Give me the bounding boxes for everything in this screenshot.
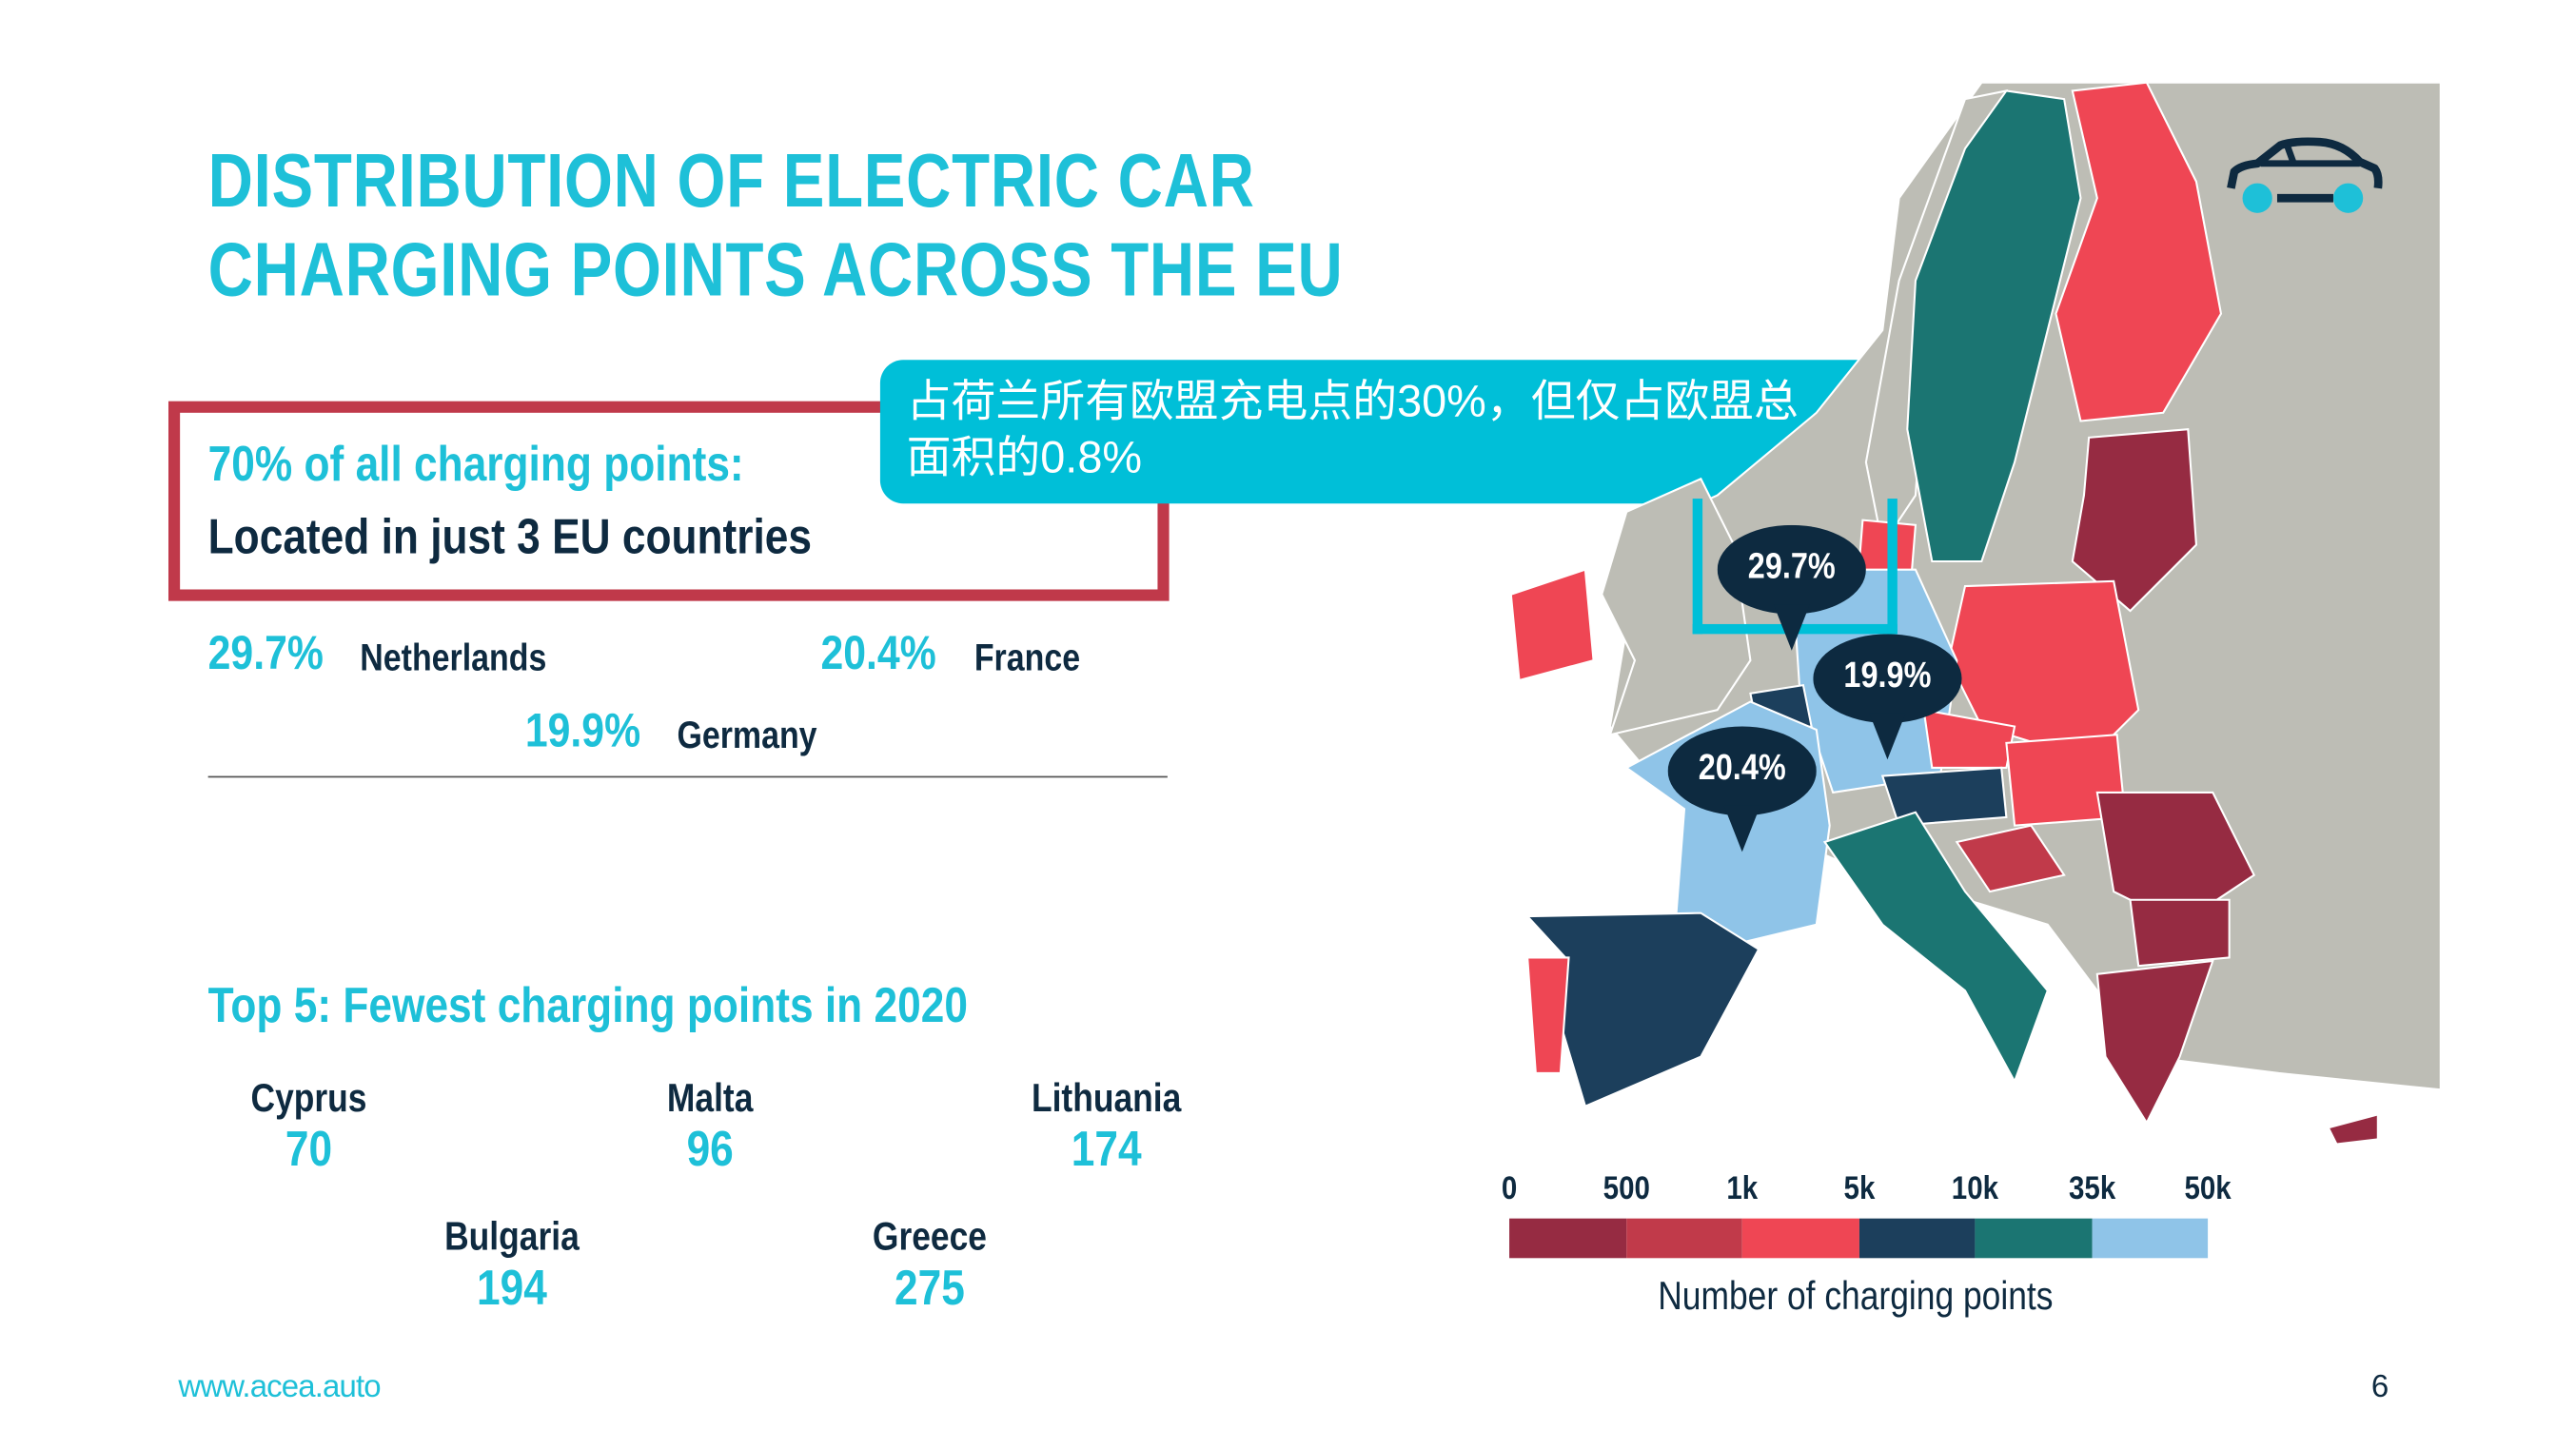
stat-pct-netherlands: 29.7% [207,627,324,680]
legend-tick: 10k [1951,1170,1999,1207]
country-ireland [1509,568,1595,682]
map-pin-label: 20.4% [1698,746,1786,788]
legend-tick: 50k [2184,1170,2232,1207]
fewest-country: Greece [872,1215,988,1261]
fewest-heading: Top 5: Fewest charging points in 2020 [207,979,968,1034]
legend-tick: 500 [1602,1170,1650,1207]
fewest-value: 275 [895,1261,965,1317]
fewest-country: Cyprus [250,1076,367,1122]
fewest-country: Bulgaria [444,1215,580,1261]
callout-box: 占荷兰所有欧盟充电点的30%，但仅占欧盟总 面积的0.8% [879,360,1899,504]
legend-tick: 5k [1842,1170,1875,1207]
legend-swatch [1858,1218,1976,1259]
legend-swatch [1625,1218,1742,1259]
car-icon [2227,137,2383,213]
fewest-item-cyprus: Cyprus 70 [209,1076,407,1179]
legend-title: Number of charging points [1658,1274,2054,1320]
legend-swatch [1509,1218,1626,1259]
fewest-country: Malta [666,1076,754,1122]
divider [207,775,1168,778]
fewest-item-malta: Malta 96 [611,1076,809,1179]
country-baltics [2071,428,2198,613]
legend-tick: 0 [1501,1170,1518,1207]
stat-pct-germany: 19.9% [524,704,641,758]
stat-country-france: France [973,636,1081,679]
country-italy [1822,811,2049,1085]
country-greece [2095,959,2214,1126]
country-austria [1880,766,2008,827]
legend-swatch [1975,1218,2092,1259]
map-pin-france: 20.4% [1667,726,1817,859]
fewest-value: 70 [285,1123,333,1178]
fewest-item-bulgaria: Bulgaria 194 [413,1215,611,1318]
country-sweden [1906,89,2082,563]
stat-pct-france: 20.4% [820,627,936,680]
fewest-value: 194 [477,1261,547,1317]
title-line-1: DISTRIBUTION OF ELECTRIC CAR [207,137,1255,224]
highlight-heading: 70% of all charging points: [207,437,744,493]
stat-country-germany: Germany [677,713,817,756]
map-pin-germany: 19.9% [1813,634,1962,766]
fewest-value: 96 [686,1123,734,1178]
country-czechia [1922,708,2016,769]
country-croatia [1955,824,2066,893]
legend-swatch [1741,1218,1859,1259]
map-pin-label: 29.7% [1747,544,1836,587]
footer-url[interactable]: www.acea.auto [178,1370,381,1405]
country-finland [2055,81,2223,422]
fewest-country: Lithuania [1031,1076,1182,1122]
map-pin-label: 19.9% [1843,654,1932,696]
fewest-item-greece: Greece 275 [831,1215,1029,1318]
callout-line-1: 占荷兰所有欧盟充电点的30%，但仅占欧盟总 [906,376,1799,426]
legend-swatch [2091,1218,2209,1259]
country-bulgaria [2129,898,2231,968]
page-number: 6 [2370,1370,2389,1405]
legend-tick: 35k [2068,1170,2115,1207]
highlight-subheading: Located in just 3 EU countries [207,510,813,565]
fewest-item-lithuania: Lithuania 174 [991,1076,1222,1179]
map-pin-netherlands: 29.7% [1717,524,1866,657]
stat-country-netherlands: Netherlands [360,636,547,679]
page-title: DISTRIBUTION OF ELECTRIC CAR CHARGING PO… [208,135,1344,313]
callout-line-2: 面积的0.8% [906,432,1143,482]
legend-tick: 1k [1726,1170,1759,1207]
title-line-2: CHARGING POINTS ACROSS THE EU [207,225,1344,312]
country-cyprus [2327,1112,2379,1146]
fewest-value: 174 [1071,1123,1142,1178]
country-portugal [1526,956,1570,1074]
country-great-britain [1601,477,1752,736]
